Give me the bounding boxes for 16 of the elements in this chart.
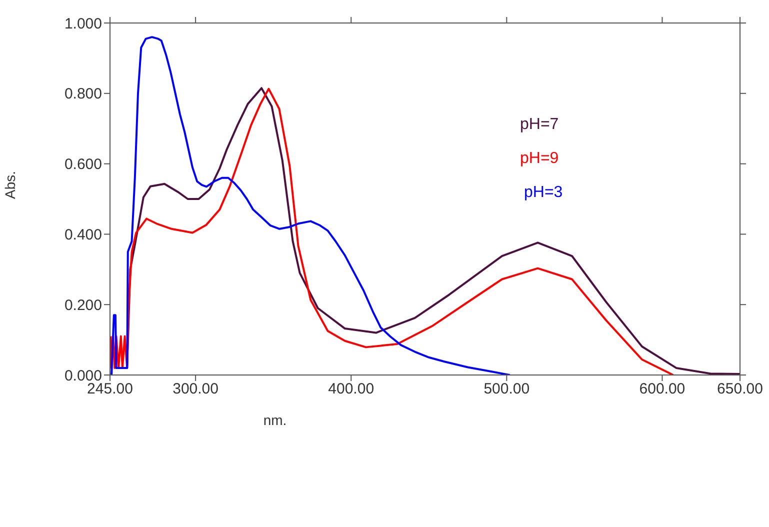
y-axis-title: Abs. (2, 170, 18, 199)
y-tick-label: 0.400 (64, 226, 102, 244)
y-tick-label: 0.800 (64, 86, 102, 103)
text: pH=3 (524, 184, 563, 202)
x-tick-label: 400.00 (328, 380, 374, 398)
y-tick-label: 0.600 (64, 156, 102, 174)
x-axis-title: nm. (263, 412, 287, 428)
y-tick-label: 1.000 (64, 15, 102, 32)
line-series (110, 36, 511, 375)
y-tick-label: 0.200 (64, 296, 102, 314)
text: pH=9 (520, 150, 560, 168)
text: pH=7 (520, 116, 560, 134)
x-tick-label: 300.00 (172, 380, 218, 398)
x-tick-label: 650.00 (717, 380, 763, 398)
x-tick-label: 500.00 (484, 380, 530, 398)
x-tick-label: 600.00 (639, 380, 686, 398)
